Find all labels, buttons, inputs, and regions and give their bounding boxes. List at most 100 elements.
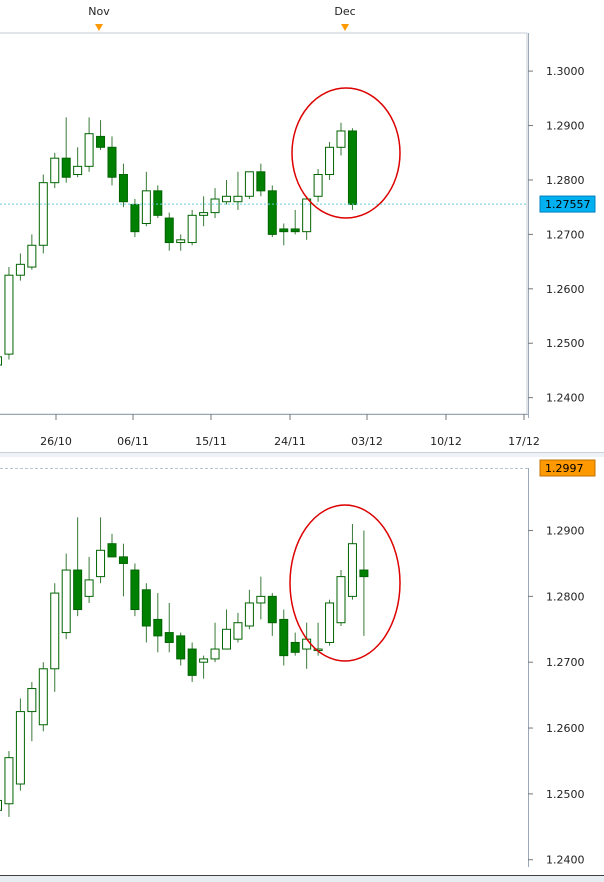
price-tick-label: 1.2400 xyxy=(546,392,585,405)
bullish-candle xyxy=(27,244,37,268)
bearish-candle xyxy=(347,130,357,205)
bullish-candle xyxy=(84,579,94,597)
bearish-candle xyxy=(107,146,117,178)
bullish-candle xyxy=(96,549,106,578)
price-tick-label: 1.2600 xyxy=(546,722,585,735)
bullish-candle xyxy=(244,602,254,627)
bearish-candle xyxy=(267,190,277,235)
bullish-candle xyxy=(199,212,209,216)
time-tick-label: 03/12 xyxy=(351,435,383,448)
bearish-candle xyxy=(290,641,300,653)
time-tick-label: 26/10 xyxy=(40,435,72,448)
bearish-candle xyxy=(141,589,151,627)
bearish-candle xyxy=(164,217,174,244)
month-label: Dec xyxy=(334,5,355,18)
month-label: Nov xyxy=(88,5,110,18)
price-tick-label: 1.2500 xyxy=(546,337,585,350)
month-marker-arrow xyxy=(341,24,349,31)
bearish-candle xyxy=(73,569,83,611)
price-tick-label: 1.2400 xyxy=(546,854,585,867)
bullish-candle xyxy=(222,195,231,203)
bearish-candle xyxy=(118,174,128,203)
bullish-candle xyxy=(176,239,186,244)
bullish-candle xyxy=(27,688,37,713)
bullish-candle xyxy=(61,569,71,634)
bearish-candle xyxy=(130,569,140,611)
bullish-candle xyxy=(4,274,14,355)
bullish-candle xyxy=(199,658,209,663)
bearish-candle xyxy=(279,618,289,657)
price-tick-label: 1.2500 xyxy=(546,788,585,801)
last-price-label: 1.2997 xyxy=(545,462,584,475)
bullish-candle xyxy=(244,171,254,197)
price-tick-label: 1.3000 xyxy=(546,65,585,78)
bullish-candle xyxy=(210,648,220,660)
bullish-candle xyxy=(210,198,220,214)
price-tick-label: 1.2900 xyxy=(546,525,585,538)
bullish-candle xyxy=(325,602,335,643)
bullish-candle xyxy=(336,576,346,624)
bearish-candle xyxy=(164,632,174,643)
bullish-candle xyxy=(0,799,2,811)
time-axis: Nov Dec 26/10 06/11 15/11 24/11 03/12 10/12 17/1… xyxy=(0,5,604,457)
annotation-circle xyxy=(289,504,401,662)
time-tick-label: 10/12 xyxy=(430,435,462,448)
bullish-candle xyxy=(302,638,312,650)
bearish-candle xyxy=(290,228,300,233)
bullish-candle xyxy=(38,668,48,726)
bullish-candle xyxy=(187,214,197,244)
annotation-circle xyxy=(291,87,401,219)
window-bottom-border xyxy=(0,875,604,882)
month-marker-arrow xyxy=(95,24,103,31)
price-tick-label: 1.2800 xyxy=(546,174,585,187)
bearish-candle xyxy=(118,556,128,564)
bearish-candle xyxy=(153,618,163,637)
last-price-badge xyxy=(539,459,596,477)
bullish-candle xyxy=(84,133,94,167)
bottom-price-axis: 1.2900 1.2800 1.2700 1.2600 1.2500 1.2400 1.29… xyxy=(528,459,596,867)
price-tick-label: 1.2700 xyxy=(546,228,585,241)
bullish-candle xyxy=(50,592,60,670)
price-tick-label: 1.2800 xyxy=(546,590,585,603)
bearish-candle xyxy=(256,171,266,192)
bullish-candle xyxy=(256,595,266,604)
bearish-candle xyxy=(279,228,289,233)
bullish-candle xyxy=(325,146,335,176)
bearish-candle xyxy=(176,635,186,660)
bullish-candle xyxy=(0,356,2,366)
time-tick-label: 17/12 xyxy=(508,435,540,448)
bullish-candle xyxy=(302,198,312,233)
time-tick-label: 24/11 xyxy=(274,435,306,448)
bearish-candle xyxy=(359,569,369,578)
current-price-badge xyxy=(539,195,596,213)
bullish-candle xyxy=(233,622,243,640)
price-tick-label: 1.2900 xyxy=(546,120,585,133)
bullish-candle xyxy=(347,543,357,597)
bullish-candle xyxy=(73,165,83,176)
bullish-candle xyxy=(50,157,60,184)
current-price-label: 1.27557 xyxy=(545,198,591,211)
bullish-candle xyxy=(313,174,323,197)
bearish-candle xyxy=(107,543,117,558)
bullish-candle xyxy=(222,628,231,650)
bearish-candle xyxy=(96,135,106,148)
bearish-candle xyxy=(153,190,163,216)
bullish-candle xyxy=(233,195,243,203)
bearish-candle xyxy=(187,648,197,676)
price-tick-label: 1.2600 xyxy=(546,283,585,296)
bearish-candle xyxy=(61,157,71,178)
bullish-candle xyxy=(38,182,48,246)
bullish-candle xyxy=(336,130,346,148)
bearish-candle xyxy=(267,595,277,624)
price-tick-label: 1.2700 xyxy=(546,656,585,669)
time-tick-label: 15/11 xyxy=(195,435,227,448)
time-tick-label: 06/11 xyxy=(117,435,149,448)
bullish-candle xyxy=(4,757,14,805)
bearish-candle xyxy=(130,203,140,233)
bullish-candle xyxy=(141,190,151,224)
top-price-panel xyxy=(0,32,528,415)
bullish-candle xyxy=(15,263,25,276)
bullish-candle xyxy=(15,711,25,785)
plot-frame xyxy=(0,32,528,415)
